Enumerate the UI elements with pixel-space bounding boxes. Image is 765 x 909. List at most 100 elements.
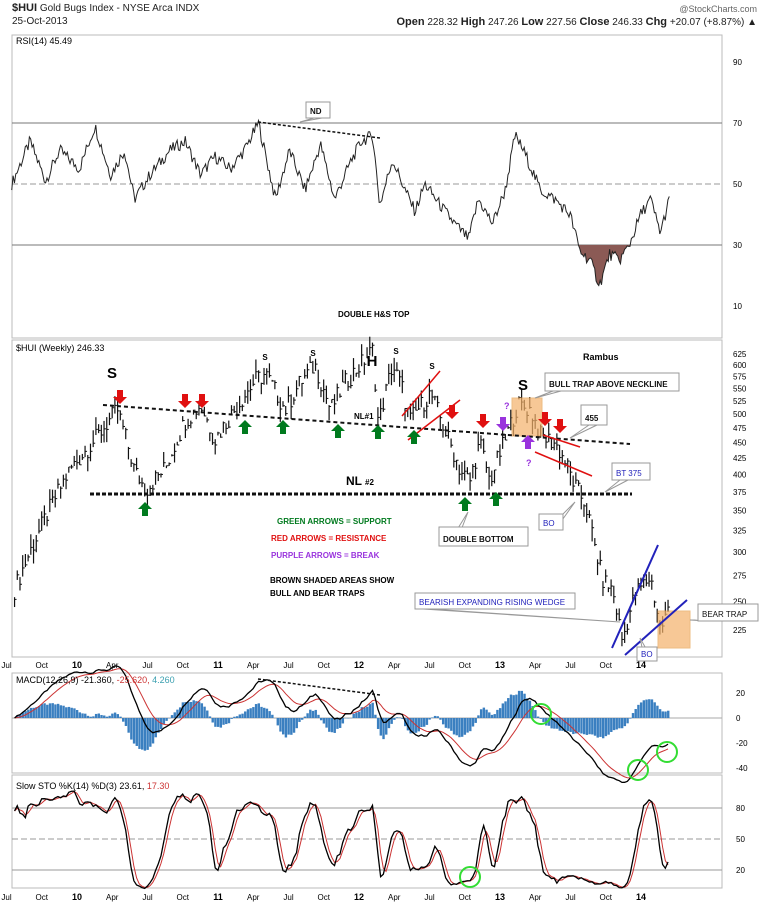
sto-k-line	[13, 790, 669, 890]
price-label: $HUI (Weekly) 246.33	[16, 343, 104, 353]
rsi-line	[11, 118, 670, 287]
macd-histogram-bar	[623, 718, 627, 727]
macd-histogram-bar	[634, 709, 637, 718]
macd-histogram-bar	[138, 718, 141, 749]
macd-histogram-bar	[363, 707, 366, 718]
macd-histogram-bar	[330, 718, 334, 733]
index-name: Gold Bugs Index - NYSE Arca INDX	[39, 3, 200, 14]
macd-histogram-bar	[214, 718, 217, 727]
macd-tick-label: 0	[736, 714, 741, 723]
macd-histogram-bar	[290, 718, 293, 735]
macd-histogram-bar	[116, 714, 119, 718]
macd-histogram-bar	[206, 710, 209, 718]
macd-histogram-bar	[604, 718, 608, 737]
macd-histogram-bar	[257, 703, 260, 718]
green-support-arrow-icon	[331, 424, 345, 438]
macd-histogram-bar	[32, 707, 35, 718]
macd-histogram-bar	[355, 712, 358, 718]
macd-histogram-bar	[282, 718, 285, 735]
macd-histogram-bar	[86, 715, 90, 718]
macd-histogram-bar	[428, 718, 431, 720]
macd-histogram-bar	[341, 718, 345, 724]
macd-histogram-bar	[618, 718, 621, 729]
x-tick-label: 13	[495, 892, 505, 902]
bear-trap-callout	[697, 603, 759, 622]
macd-histogram-bar	[596, 718, 599, 738]
sto-tick-label: 50	[736, 835, 745, 844]
macd-divergence-line	[257, 678, 381, 696]
price-tick-label: 375	[733, 488, 747, 497]
macd-histogram-bar	[374, 714, 377, 718]
macd-histogram-bar	[366, 706, 369, 718]
x-tick-label: Jul	[424, 893, 434, 902]
rsi-tick-label: 30	[733, 241, 742, 250]
wedge-callout-pointer	[422, 608, 621, 623]
panel-frame	[11, 34, 723, 339]
macd-histogram-bar	[572, 718, 575, 735]
highlight-circle	[627, 759, 649, 781]
legend-green: GREEN ARROWS = SUPPORT	[277, 517, 392, 526]
macd-histogram-bar	[379, 718, 383, 736]
question-mark: ?	[526, 458, 532, 468]
macd-histogram-bar	[385, 718, 388, 735]
macd-histogram-bar	[192, 700, 195, 718]
macd-histogram-bar	[127, 718, 130, 733]
head-label: H	[367, 353, 378, 370]
green-support-arrow-icon	[407, 430, 421, 444]
macd-histogram-bar	[406, 718, 410, 731]
macd-histogram-bar	[94, 713, 98, 718]
panel-frame	[11, 339, 723, 658]
macd-histogram-bar	[21, 712, 25, 718]
macd-histogram-bar	[488, 712, 491, 718]
macd-histogram-bar	[591, 718, 594, 735]
question-mark: ?	[504, 401, 510, 411]
macd-histogram-bar	[333, 718, 336, 733]
macd-histogram-bar	[187, 701, 190, 718]
macd-histogram-bar	[485, 709, 488, 718]
pattern-title: DOUBLE H&S TOP	[338, 310, 410, 319]
macd-histogram-bar	[593, 718, 597, 736]
macd-histogram-bar	[561, 718, 564, 731]
macd-histogram-bar	[547, 718, 551, 726]
macd-histogram-bar	[146, 718, 149, 750]
macd-histogram-bar	[70, 707, 73, 718]
x-tick-label: 11	[213, 660, 223, 670]
macd-histogram-bar	[132, 718, 136, 744]
sto-tick-label: 20	[736, 866, 745, 875]
macd-histogram-bar	[452, 718, 456, 735]
macd-histogram-bar	[534, 710, 537, 718]
macd-histogram-bar	[154, 718, 157, 738]
macd-histogram-bar	[536, 716, 540, 718]
x-tick-label: 14	[636, 892, 646, 902]
macd-histogram-bar	[81, 713, 84, 718]
macd-histogram-bar	[401, 718, 404, 719]
macd-histogram-bar	[569, 718, 572, 732]
macd-histogram-bar	[56, 703, 60, 718]
macd-histogram-bar	[235, 716, 239, 718]
macd-histogram-bar	[650, 699, 654, 718]
macd-histogram-bar	[103, 715, 106, 718]
macd-histogram-bar	[157, 718, 160, 733]
x-tick-label: Jul	[565, 661, 575, 670]
rsi-tick-label: 50	[733, 180, 742, 189]
wedge-callout	[414, 592, 576, 610]
price-tick-label: 575	[733, 373, 747, 382]
x-tick-label: 10	[72, 892, 82, 902]
macd-histogram-bar	[615, 718, 618, 730]
x-tick-label: Apr	[247, 893, 260, 902]
green-support-arrow-icon	[138, 502, 152, 516]
author-label: Rambus	[583, 352, 619, 362]
red-resistance-arrow-icon	[553, 419, 567, 433]
macd-histogram-bar	[149, 718, 152, 747]
macd-histogram-bar	[100, 715, 103, 718]
macd-histogram-bar	[433, 715, 437, 718]
macd-histogram-bar	[241, 713, 244, 718]
macd-histogram-bar	[393, 718, 396, 720]
macd-histogram-bar	[244, 711, 247, 718]
macd-histogram-bar	[520, 690, 524, 718]
macd-histogram-bar	[173, 712, 176, 718]
macd-histogram-bar	[460, 718, 464, 737]
macd-histogram-bar	[639, 702, 643, 718]
x-tick-label: Jul	[565, 893, 575, 902]
price-tick-label: 475	[733, 424, 747, 433]
